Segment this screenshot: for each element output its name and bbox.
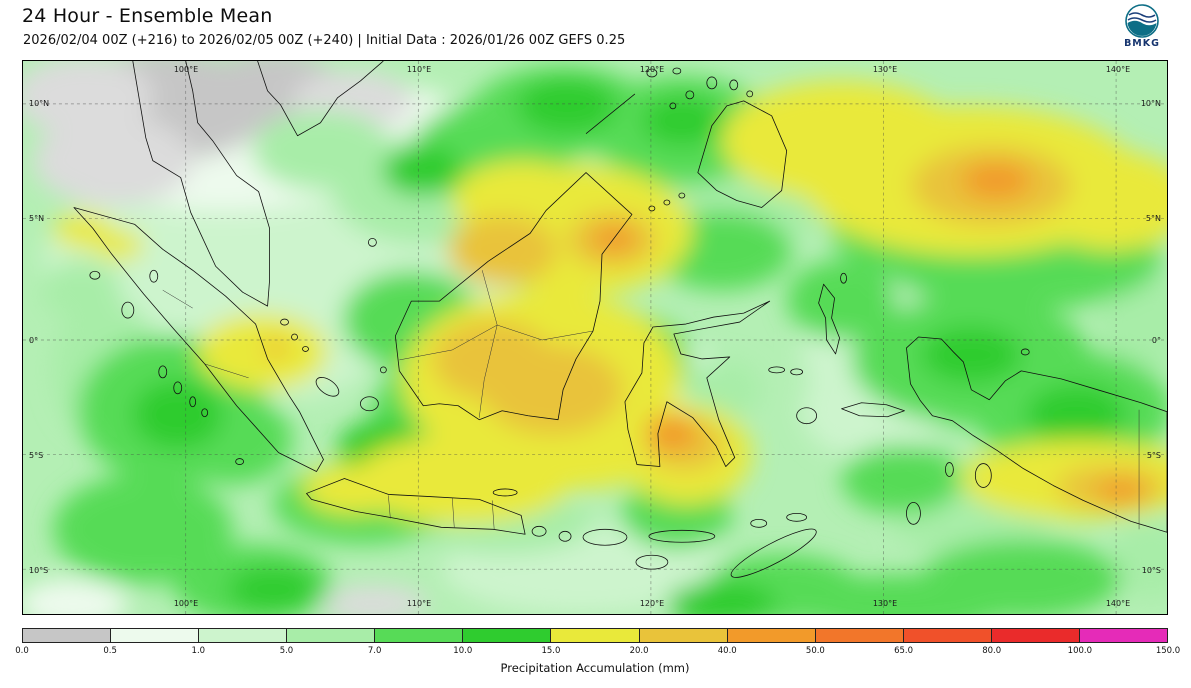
colorbar-tick: 0.0 [15,646,29,656]
colorbar-ticks: 0.0 0.5 1.0 5.0 7.0 10.0 15.0 20.0 40.0 50.0 65.0 8… [15,646,1180,658]
colorbar-segment [463,629,552,642]
colorbar-segment [727,629,816,642]
page-title: 24 Hour - Ensemble Mean [22,5,273,27]
colorbar-tick: 5.0 [279,646,294,656]
colorbar-segment [111,629,200,642]
colorbar-segment [1079,629,1168,642]
colorbar-tick: 80.0 [982,646,1002,656]
colorbar-segment [375,629,464,642]
colorbar-tick: 20.0 [629,646,649,656]
forecast-period-subtitle: 2026/02/04 00Z (+216) to 2026/02/05 00Z … [23,33,626,48]
gridlines [23,61,1167,614]
colorbar-tick: 10.0 [453,646,473,656]
colorbar [22,628,1168,643]
bmkg-emblem-icon [1125,4,1159,38]
colorbar-axis-label: Precipitation Accumulation (mm) [500,661,690,675]
map-frame: 100°E 100°E 110°E 110°E 120°E 120°E 130°E 130°E… [22,60,1168,615]
colorbar-segment [551,629,640,642]
colorbar-segment [639,629,728,642]
colorbar-tick: 65.0 [894,646,913,656]
colorbar-tick: 150.0 [1155,646,1181,656]
precipitation-field [23,61,1167,614]
admin-borders [162,270,1140,530]
colorbar-tick: 1.0 [191,646,206,656]
colorbar-tick: 40.0 [717,646,737,656]
colorbar-tick: 0.5 [103,646,117,656]
bmkg-logo: BMKG [1119,2,1165,49]
colorbar-tick: 100.0 [1067,646,1093,656]
colorbar-tick: 7.0 [367,646,382,656]
colorbar-segment [23,629,112,642]
colorbar-segment [903,629,992,642]
colorbar-segment [199,629,288,642]
colorbar-tick: 50.0 [805,646,825,656]
colorbar-segment [991,629,1080,642]
bmkg-logo-text: BMKG [1124,38,1160,49]
colorbar-segment [815,629,904,642]
colorbar-segment [287,629,376,642]
coastlines [73,61,1167,578]
colorbar-tick: 15.0 [541,646,561,656]
precipitation-map-svg [23,61,1167,614]
